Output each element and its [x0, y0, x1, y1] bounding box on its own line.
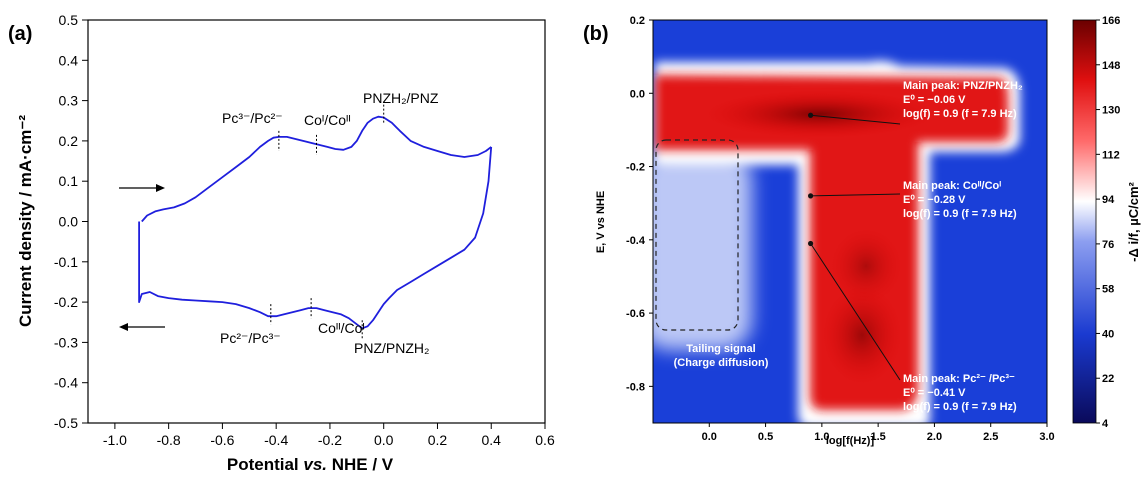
peak-point	[808, 112, 814, 118]
colorbar-tick-label: 22	[1102, 373, 1114, 385]
heatmap-y-tick-label: -0.2	[626, 162, 645, 174]
heatmap-y-tick-label: -0.4	[626, 235, 646, 247]
peak1-line1: Main peak: PNZ/PNZH₂	[903, 80, 1023, 92]
heatmap-peaks	[808, 112, 901, 381]
heatmap-y-tick-label: 0.0	[630, 88, 645, 100]
annotation-co-oxidation: Coᴵ/Coᴵᴵ	[304, 112, 351, 128]
cv-y-tick-label: -0.3	[54, 334, 78, 350]
heatmap-x-tick-label: 3.0	[1039, 431, 1054, 443]
tailing-region-box	[655, 139, 739, 331]
cv-y-tick-label: 0.3	[59, 93, 79, 109]
colorbar	[1072, 19, 1097, 424]
cv-series-anodic	[141, 115, 492, 223]
cv-y-tick-label: -0.5	[54, 415, 78, 431]
peak1-line3: log(f) = 0.9 (f = 7.9 Hz)	[903, 108, 1017, 120]
heatmap-y-axis-label: E, V vs NHE	[595, 191, 607, 253]
colorbar-tick-label: 94	[1102, 194, 1115, 206]
annotation-pnz-oxidation: PNZH₂/PNZ	[363, 90, 439, 106]
heatmap-x-tick-label: 2.0	[927, 431, 942, 443]
heatmap-x-tick-label: 1.5	[870, 431, 885, 443]
cv-x-tick-label: 0.0	[374, 432, 394, 448]
heatmap-x-tick-label: 2.5	[983, 431, 998, 443]
peak-point	[808, 240, 814, 247]
tailing-label-2: (Charge diffusion)	[674, 357, 769, 369]
heatmap-x-tick-label: 0.0	[702, 431, 717, 443]
colorbar-tick-label: 166	[1102, 15, 1120, 27]
heatmap-x-tick-label: 0.5	[758, 431, 773, 443]
heatmap-y-tick-label: 0.2	[630, 15, 645, 27]
cv-x-tick-label: -0.4	[264, 432, 288, 448]
peak3-line2: E⁰ = −0.41 V	[903, 387, 966, 399]
peak2-line1: Main peak: Coᴵᴵ/Coᴵ	[903, 180, 1001, 192]
peak3-line1: Main peak: Pc²⁻ /Pc³⁻	[903, 373, 1015, 385]
cv-x-tick-label: -0.2	[318, 432, 342, 448]
cv-y-axis-label: Current density / mA·cm⁻²	[16, 115, 35, 327]
cv-x-axis-label: Potential vs. NHE / V	[227, 455, 394, 474]
heatmap-y-tick-label: -0.8	[626, 381, 645, 393]
peak-leader-line	[810, 114, 901, 125]
colorbar-tick-label: 76	[1102, 239, 1114, 251]
annotation-pnz-reduction: PNZ/PNZH₂	[354, 340, 429, 356]
colorbar-tick-label: 58	[1102, 284, 1114, 296]
cv-x-tick-label: -1.0	[103, 432, 127, 448]
colorbar-tick-label: 130	[1102, 105, 1120, 117]
panel-label-a: (a)	[8, 23, 32, 45]
cv-axes: -1.0 -0.8 -0.6 -0.4 -0.2 0.0 0.2 0.4 0.6 0.5 0.4 0.…	[54, 12, 555, 448]
heatmap-x-axis-label: log[f(Hz)]	[826, 435, 875, 447]
cv-y-tick-label: 0.0	[59, 214, 79, 230]
cv-y-tick-label: 0.2	[59, 133, 79, 149]
peak-leader-line	[810, 193, 901, 197]
peak2-line2: E⁰ = −0.28 V	[903, 194, 966, 206]
cv-plot-frame	[87, 19, 546, 424]
cv-x-tick-label: -0.8	[157, 432, 181, 448]
cv-y-tick-label: -0.2	[54, 294, 78, 310]
colorbar-ticks: 166 148 130 112 94 76 58 40 22 4	[1096, 15, 1120, 430]
heatmap-x-tick-label: 1.0	[814, 431, 829, 443]
cv-x-tick-label: -0.6	[210, 432, 234, 448]
peak-leader-line	[810, 243, 901, 381]
cv-series-cathodic	[138, 146, 493, 330]
cv-peak-markers	[270, 104, 385, 339]
tailing-label-1: Tailing signal	[686, 343, 755, 355]
annotation-co-reduction: Coᴵᴵ/Coᴵ	[318, 320, 365, 336]
heatmap-axes: 0.0 0.5 1.0 1.5 2.0 2.5 3.0 0.2 0.0 -0.2 -0.4 -0.6 -…	[626, 15, 1055, 443]
cv-y-tick-label: 0.5	[59, 12, 79, 28]
cv-y-tick-label: 0.1	[59, 173, 79, 189]
colorbar-tick-label: 4	[1102, 418, 1109, 430]
annotation-pc-reduction: Pc²⁻/Pc³⁻	[220, 330, 281, 346]
cv-y-tick-label: -0.4	[54, 375, 78, 391]
colorbar-tick-label: 40	[1102, 328, 1114, 340]
heatmap-field	[653, 20, 1047, 423]
scan-arrow-forward	[119, 184, 165, 192]
cv-x-tick-label: 0.6	[535, 432, 555, 448]
panel-label-b: (b)	[583, 23, 609, 45]
cv-curves	[138, 115, 493, 330]
colorbar-tick-label: 148	[1102, 60, 1120, 72]
peak1-line2: E⁰ = −0.06 V	[903, 94, 966, 106]
cv-x-tick-label: 0.2	[428, 432, 448, 448]
peak-point	[808, 193, 814, 199]
colorbar-label: -Δ i/f, µC/cm²	[1126, 181, 1141, 261]
heatmap-frame	[652, 19, 1048, 424]
peak3-line3: log(f) = 0.9 (f = 7.9 Hz)	[903, 401, 1017, 413]
scan-arrow-reverse	[119, 323, 165, 331]
peak2-line3: log(f) = 0.9 (f = 7.9 Hz)	[903, 208, 1017, 220]
cv-y-tick-label: -0.1	[54, 254, 78, 270]
cv-x-tick-label: 0.4	[482, 432, 502, 448]
heatmap-y-tick-label: -0.6	[626, 308, 645, 320]
colorbar-tick-label: 112	[1102, 149, 1120, 161]
cv-y-tick-label: 0.4	[59, 52, 79, 68]
annotation-pc-oxidation: Pc³⁻/Pc²⁻	[222, 110, 283, 126]
